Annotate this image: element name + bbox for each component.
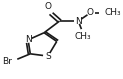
Text: S: S [45, 52, 51, 61]
Text: Br: Br [2, 57, 12, 66]
Text: N: N [75, 17, 82, 26]
Text: N: N [25, 35, 31, 44]
Text: O: O [45, 2, 52, 11]
Text: CH₃: CH₃ [74, 32, 91, 41]
Text: CH₃: CH₃ [105, 8, 121, 17]
Text: O: O [87, 8, 94, 17]
